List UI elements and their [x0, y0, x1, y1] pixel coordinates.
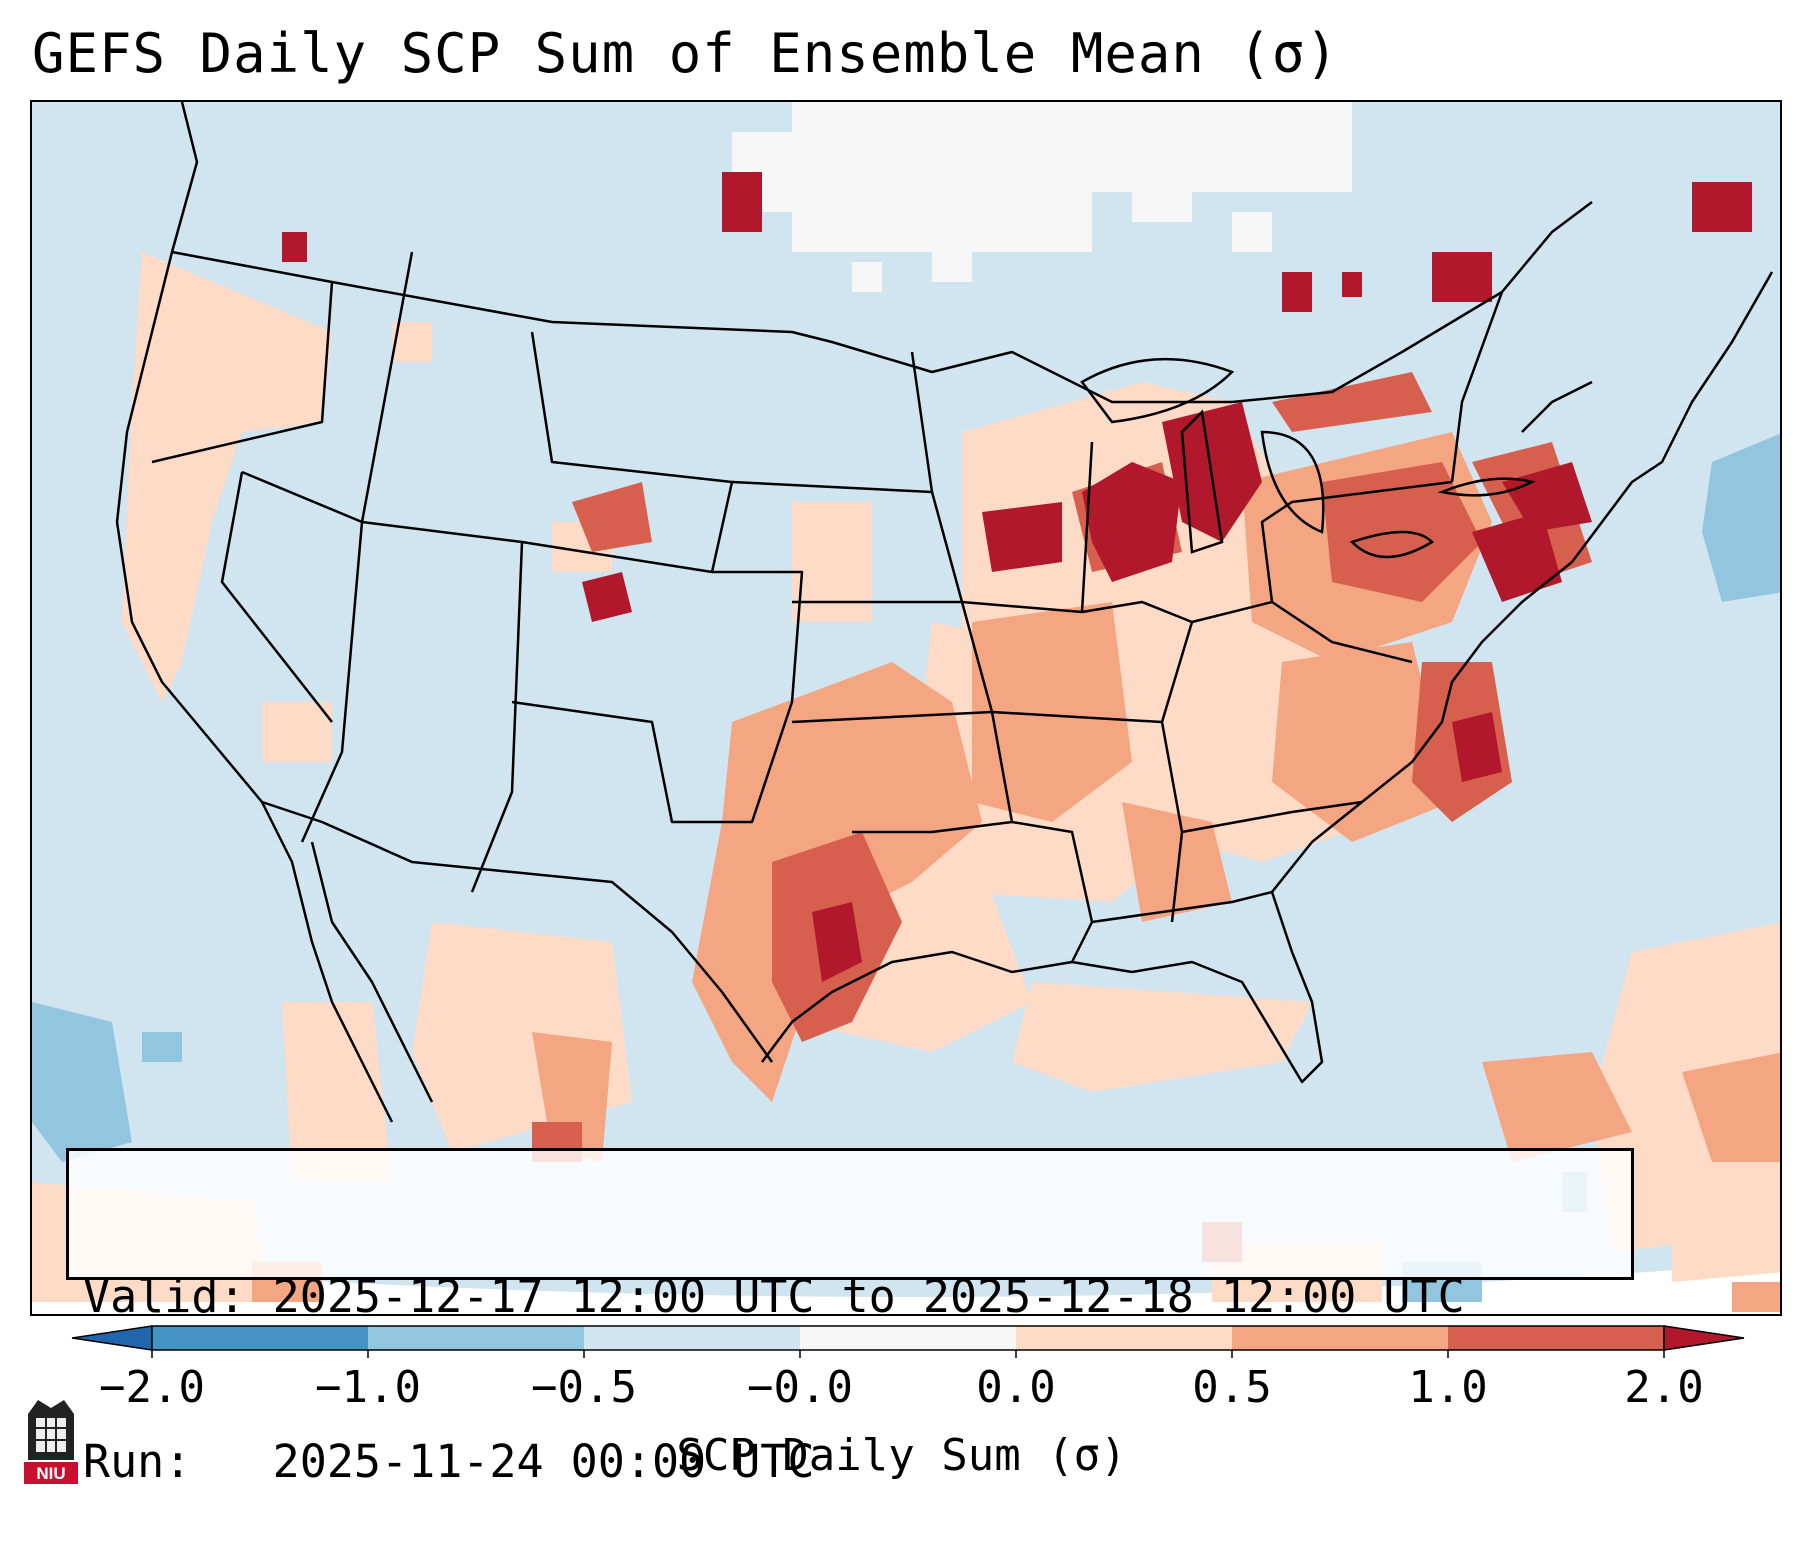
colorbar-bin-3	[584, 1326, 800, 1350]
colorbar-extend-low	[72, 1325, 153, 1351]
niu-logo: NIU	[24, 1400, 78, 1484]
map-boundaries	[115, 102, 1774, 1123]
colorbar-tick-label: 2.0	[1624, 1362, 1704, 1413]
colorbar-tick-label: −1.0	[315, 1362, 421, 1413]
colorbar-ticks	[151, 1350, 1665, 1358]
valid-run-info-box: Valid: 2025-12-17 12:00 UTC to 2025-12-1…	[66, 1148, 1634, 1488]
colorbar-extend-high	[1663, 1325, 1745, 1351]
colorbar-bin-7	[1448, 1326, 1664, 1350]
colorbar-label: SCP Daily Sum (σ)	[676, 1430, 1127, 1481]
great-lakes	[1080, 357, 1536, 559]
logo-text: NIU	[36, 1464, 65, 1483]
colorbar-bin-4	[800, 1326, 1016, 1350]
colorbar-bin-5	[1016, 1326, 1232, 1350]
colorbar-tick-label: 1.0	[1408, 1362, 1488, 1413]
colorbar-tick-label: 0.5	[1192, 1362, 1272, 1413]
colorbar	[72, 1325, 1745, 1358]
run-time-text: Run: 2025-11-24 00:00 UTC	[83, 1435, 815, 1488]
colorbar-tick-label: −0.0	[747, 1362, 853, 1413]
coastline-east	[1271, 271, 1774, 893]
coastline-west	[115, 102, 394, 1123]
border-us-canada	[171, 201, 1593, 404]
chart-title: GEFS Daily SCP Sum of Ensemble Mean (σ)	[32, 22, 1339, 85]
map-svg	[32, 102, 1780, 1312]
colorbar-tick-label: 0.0	[976, 1362, 1056, 1413]
colorbar-bin-1	[152, 1326, 368, 1350]
border-us-mexico	[261, 800, 774, 1063]
colorbar-bin-6	[1232, 1326, 1448, 1350]
colorbar-tick-label: −0.5	[531, 1362, 637, 1413]
neutral-region-canada	[732, 102, 1352, 292]
coastline-gulf	[761, 891, 1324, 1084]
colorbar-tick-label: −2.0	[99, 1362, 205, 1413]
map-panel	[30, 100, 1782, 1316]
valid-time-text: Valid: 2025-12-17 12:00 UTC to 2025-12-1…	[83, 1270, 1465, 1323]
colorbar-bin-2	[368, 1326, 584, 1350]
